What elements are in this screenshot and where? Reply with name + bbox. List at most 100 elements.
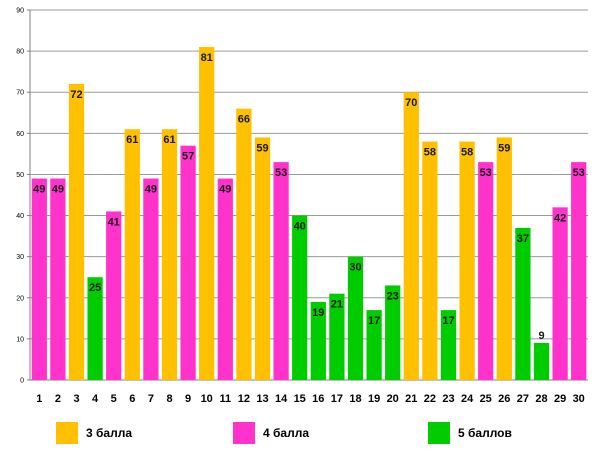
data-label: 66 — [238, 114, 250, 126]
x-tick-label: 3 — [73, 393, 79, 405]
x-tick-label: 7 — [148, 393, 154, 405]
x-tick-label: 29 — [554, 393, 566, 405]
x-tick-label: 5 — [111, 393, 117, 405]
data-label: 49 — [33, 184, 45, 196]
bar — [422, 141, 438, 380]
data-label: 25 — [89, 282, 101, 294]
y-tick-label: 40 — [16, 213, 24, 220]
x-tick-label: 15 — [294, 393, 306, 405]
x-tick-label: 9 — [185, 393, 191, 405]
bar — [533, 343, 550, 380]
legend-label-4-balla: 4 балла — [263, 426, 310, 440]
data-label: 9 — [538, 330, 544, 342]
x-tick-label: 26 — [498, 393, 510, 405]
bar — [385, 285, 401, 380]
x-tick-label: 4 — [92, 393, 99, 405]
data-label: 17 — [368, 315, 380, 327]
x-tick-label: 19 — [368, 393, 380, 405]
bar — [347, 256, 364, 380]
legend-swatch-4-balla — [233, 422, 255, 444]
x-tick-label: 17 — [331, 393, 343, 405]
data-label: 49 — [52, 184, 64, 196]
bar — [87, 277, 103, 380]
data-label: 70 — [405, 97, 417, 109]
data-label: 41 — [108, 216, 120, 228]
x-tick-label: 1 — [36, 393, 42, 405]
legend-item-5-ballov: 5 баллов — [428, 422, 512, 444]
x-tick-label: 28 — [535, 393, 547, 405]
data-label: 58 — [424, 147, 436, 159]
x-tick-label: 13 — [256, 393, 268, 405]
data-label: 81 — [201, 52, 213, 64]
x-tick-label: 2 — [55, 393, 61, 405]
bar — [180, 145, 196, 380]
bar — [31, 178, 47, 380]
bar — [329, 293, 345, 380]
x-tick-label: 6 — [129, 393, 135, 405]
x-tick-label: 18 — [349, 393, 361, 405]
x-tick-label: 22 — [424, 393, 436, 405]
bar — [571, 162, 587, 380]
data-label: 42 — [554, 212, 566, 224]
x-tick-label: 10 — [201, 393, 213, 405]
data-label: 49 — [219, 184, 231, 196]
legend-swatch-3-balla — [56, 422, 78, 444]
x-tick-label: 24 — [461, 393, 474, 405]
bar — [273, 162, 289, 380]
data-label: 49 — [145, 184, 157, 196]
x-tick-label: 16 — [312, 393, 324, 405]
bar — [403, 92, 419, 380]
data-label: 21 — [331, 299, 343, 311]
bar — [310, 301, 326, 380]
data-label: 59 — [498, 142, 510, 154]
data-label: 61 — [163, 134, 175, 146]
x-tick-label: 8 — [166, 393, 172, 405]
data-label: 17 — [442, 315, 454, 327]
data-label: 37 — [517, 233, 529, 245]
bar — [440, 310, 457, 380]
data-label: 59 — [256, 142, 268, 154]
bar — [143, 178, 159, 380]
bar — [515, 227, 531, 380]
legend-item-4-balla: 4 балла — [233, 422, 309, 444]
bar — [292, 215, 308, 380]
data-label: 72 — [70, 89, 82, 101]
bar — [50, 178, 66, 380]
bar — [496, 137, 512, 380]
legend-item-3-balla: 3 балла — [56, 422, 132, 444]
y-tick-label: 80 — [16, 49, 24, 56]
bar — [254, 137, 271, 380]
bar — [366, 310, 382, 380]
bar — [459, 141, 475, 380]
x-tick-label: 23 — [442, 393, 454, 405]
x-tick-label: 30 — [573, 393, 585, 405]
data-label: 53 — [275, 167, 287, 179]
data-label: 23 — [387, 290, 399, 302]
x-tick-label: 11 — [219, 393, 231, 405]
bar — [124, 129, 140, 380]
data-label: 19 — [312, 307, 324, 319]
bar — [478, 162, 494, 380]
legend-swatch-5-ballov — [428, 422, 450, 444]
data-label: 57 — [182, 151, 194, 163]
bar — [236, 108, 252, 381]
y-tick-label: 90 — [16, 8, 24, 15]
y-tick-label: 20 — [16, 295, 24, 302]
bar — [199, 47, 215, 380]
bar — [552, 207, 568, 380]
y-tick-label: 10 — [16, 336, 24, 343]
y-tick-label: 70 — [16, 90, 24, 97]
y-tick-label: 30 — [16, 254, 24, 261]
data-label: 40 — [294, 221, 306, 233]
data-label: 53 — [573, 167, 585, 179]
bar — [106, 211, 122, 380]
x-tick-label: 21 — [405, 393, 417, 405]
bar — [68, 84, 85, 380]
x-tick-label: 25 — [480, 393, 492, 405]
x-tick-label: 27 — [517, 393, 529, 405]
data-label: 61 — [126, 134, 138, 146]
x-tick-label: 20 — [387, 393, 399, 405]
legend-label-5-ballov: 5 баллов — [458, 426, 512, 440]
